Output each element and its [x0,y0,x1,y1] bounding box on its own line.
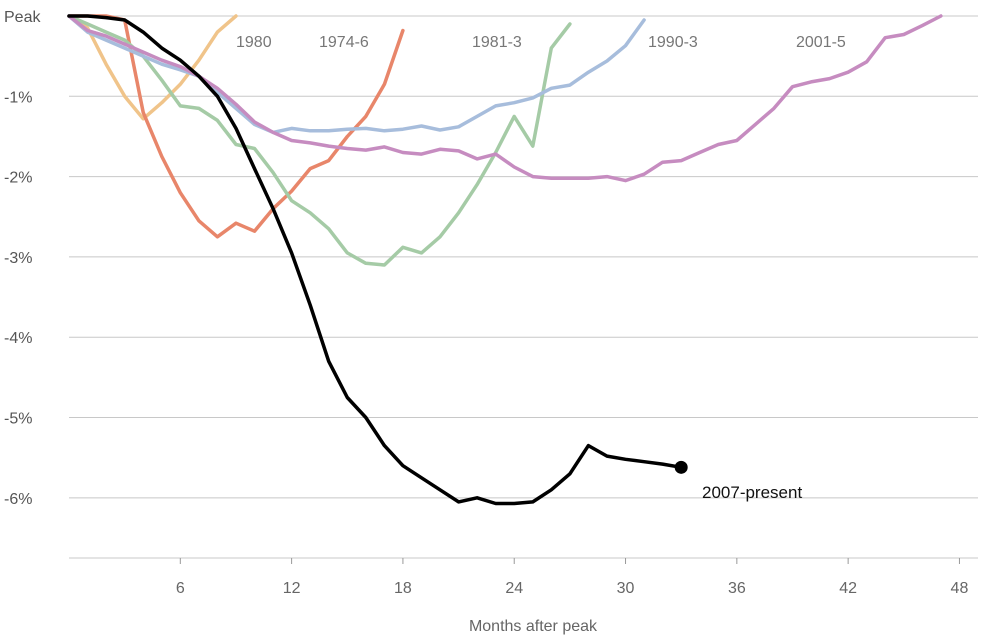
y-tick-label: Peak [4,9,41,26]
series-line-2007-present [67,14,683,506]
series-line-2001-5 [67,14,943,183]
gridlines [69,15,978,559]
y-tick-label: -2% [4,170,32,187]
series-end-marker [674,460,688,474]
series-label-2001-5: 2001-5 [796,34,846,51]
series-line-1980 [67,14,238,121]
x-axis-label: Months after peak [469,618,598,635]
series-label-1981-3: 1981-3 [472,34,522,51]
x-tick-label: 6 [176,580,185,597]
series-lines [67,14,943,506]
x-tick-label: 18 [394,580,412,597]
x-tick-label: 48 [951,580,969,597]
series-label-1990-3: 1990-3 [648,34,698,51]
y-axis-ticks: Peak -1% -2% -3% -4% -5% -6% [4,9,41,508]
x-tick-label: 36 [728,580,746,597]
series-line-1990-3 [67,14,646,135]
x-tick-label: 24 [505,580,523,597]
y-tick-label: -6% [4,491,32,508]
series-label-1980: 1980 [236,34,272,51]
x-tick-label: 42 [839,580,857,597]
y-tick-label: -1% [4,89,32,106]
y-tick-label: -5% [4,411,32,428]
x-tick-label: 12 [283,580,301,597]
x-axis-ticks: 6 12 18 24 30 36 42 48 [176,558,969,597]
series-label-1974-6: 1974-6 [319,34,369,51]
x-tick-label: 30 [617,580,635,597]
y-tick-label: -3% [4,250,32,267]
series-label-2007-present: 2007-present [702,483,802,502]
series-labels: 1980 1974-6 1981-3 1990-3 2001-5 2007-present [236,34,846,502]
y-tick-label: -4% [4,330,32,347]
series-line-1981-3 [67,14,572,267]
